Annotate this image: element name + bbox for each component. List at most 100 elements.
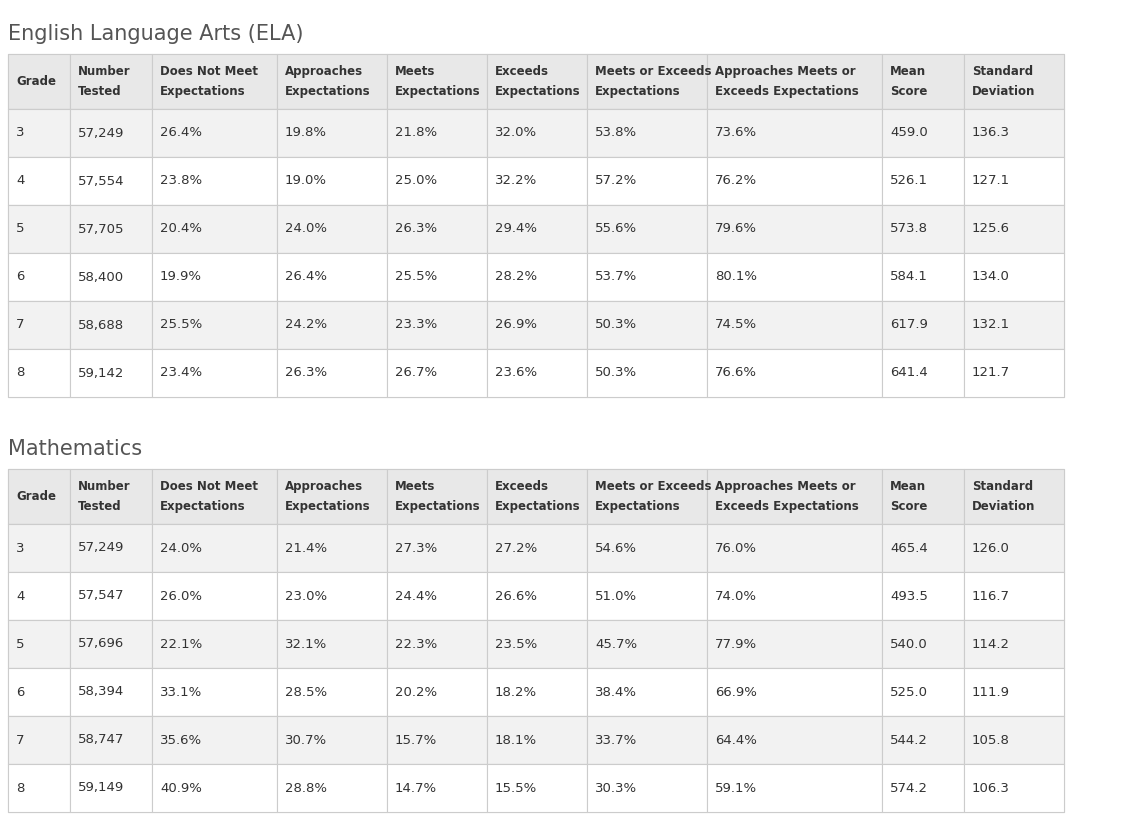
Text: 27.2%: 27.2%	[495, 541, 537, 554]
Text: 106.3: 106.3	[972, 781, 1010, 794]
Text: 22.3%: 22.3%	[394, 638, 438, 650]
Text: 23.0%: 23.0%	[285, 590, 327, 602]
Text: 116.7: 116.7	[972, 590, 1010, 602]
Bar	[964, 469, 1064, 524]
Bar	[882, 469, 964, 524]
Text: 5: 5	[16, 223, 24, 235]
Text: 465.4: 465.4	[890, 541, 928, 554]
Text: 64.4%: 64.4%	[715, 733, 757, 747]
Text: Deviation: Deviation	[972, 500, 1035, 513]
Bar	[487, 54, 587, 109]
Bar	[882, 157, 964, 205]
Text: 121.7: 121.7	[972, 366, 1010, 380]
Bar	[8, 524, 70, 572]
Text: 33.7%: 33.7%	[595, 733, 637, 747]
Text: Mean: Mean	[890, 480, 926, 493]
Bar	[8, 572, 1064, 620]
Bar	[964, 349, 1064, 397]
Bar	[277, 253, 386, 301]
Bar	[8, 157, 70, 205]
Bar	[964, 764, 1064, 812]
Bar	[8, 349, 1064, 397]
Text: Exceeds: Exceeds	[495, 65, 549, 78]
Text: 59,149: 59,149	[78, 781, 124, 794]
Text: 3: 3	[16, 126, 24, 139]
Text: Tested: Tested	[78, 500, 122, 513]
Bar	[386, 54, 487, 109]
Bar	[277, 716, 386, 764]
Text: 80.1%: 80.1%	[715, 271, 757, 284]
Text: 617.9: 617.9	[890, 318, 928, 332]
Bar	[587, 205, 707, 253]
Bar	[707, 349, 882, 397]
Text: 25.0%: 25.0%	[394, 175, 437, 187]
Text: 23.5%: 23.5%	[495, 638, 537, 650]
Bar	[707, 253, 882, 301]
Text: 53.7%: 53.7%	[595, 271, 637, 284]
Text: 59.1%: 59.1%	[715, 781, 757, 794]
Text: Expectations: Expectations	[160, 85, 245, 98]
Bar	[882, 524, 964, 572]
Text: 66.9%: 66.9%	[715, 686, 757, 699]
Bar	[8, 109, 70, 157]
Text: 3: 3	[16, 541, 24, 554]
Bar	[487, 469, 587, 524]
Bar	[386, 572, 487, 620]
Text: 58,688: 58,688	[78, 318, 124, 332]
Text: 57,249: 57,249	[78, 126, 124, 139]
Text: 57,696: 57,696	[78, 638, 124, 650]
Bar	[964, 157, 1064, 205]
Text: 23.3%: 23.3%	[394, 318, 438, 332]
Text: 8: 8	[16, 366, 24, 380]
Bar	[487, 157, 587, 205]
Text: 15.5%: 15.5%	[495, 781, 537, 794]
Bar	[587, 524, 707, 572]
Bar	[8, 620, 1064, 668]
Bar	[707, 764, 882, 812]
Bar	[707, 469, 882, 524]
Text: Approaches: Approaches	[285, 480, 364, 493]
Bar	[882, 253, 964, 301]
Bar	[152, 205, 277, 253]
Text: Standard: Standard	[972, 65, 1033, 78]
Text: 26.4%: 26.4%	[160, 126, 202, 139]
Bar	[386, 253, 487, 301]
Text: 584.1: 584.1	[890, 271, 928, 284]
Text: Number: Number	[78, 480, 131, 493]
Text: 7: 7	[16, 318, 24, 332]
Text: Meets or Exceeds: Meets or Exceeds	[595, 480, 711, 493]
Text: Exceeds Expectations: Exceeds Expectations	[715, 85, 858, 98]
Text: 20.2%: 20.2%	[394, 686, 437, 699]
Text: 19.0%: 19.0%	[285, 175, 327, 187]
Bar	[487, 109, 587, 157]
Text: Expectations: Expectations	[495, 85, 580, 98]
Text: 28.8%: 28.8%	[285, 781, 327, 794]
Text: Exceeds Expectations: Exceeds Expectations	[715, 500, 858, 513]
Text: 76.6%: 76.6%	[715, 366, 757, 380]
Bar	[587, 620, 707, 668]
Text: 45.7%: 45.7%	[595, 638, 637, 650]
Bar	[277, 572, 386, 620]
Bar	[882, 301, 964, 349]
Bar	[8, 620, 70, 668]
Bar	[707, 205, 882, 253]
Bar	[882, 764, 964, 812]
Bar	[707, 620, 882, 668]
Text: 25.5%: 25.5%	[394, 271, 438, 284]
Text: Expectations: Expectations	[394, 85, 481, 98]
Bar	[8, 349, 70, 397]
Bar	[8, 469, 1064, 524]
Bar	[152, 253, 277, 301]
Text: 540.0: 540.0	[890, 638, 928, 650]
Text: 18.1%: 18.1%	[495, 733, 537, 747]
Bar	[882, 620, 964, 668]
Bar	[587, 764, 707, 812]
Bar	[587, 54, 707, 109]
Bar	[386, 524, 487, 572]
Bar	[8, 205, 70, 253]
Bar	[587, 109, 707, 157]
Bar	[277, 524, 386, 572]
Text: Expectations: Expectations	[160, 500, 245, 513]
Text: 459.0: 459.0	[890, 126, 928, 139]
Bar	[964, 205, 1064, 253]
